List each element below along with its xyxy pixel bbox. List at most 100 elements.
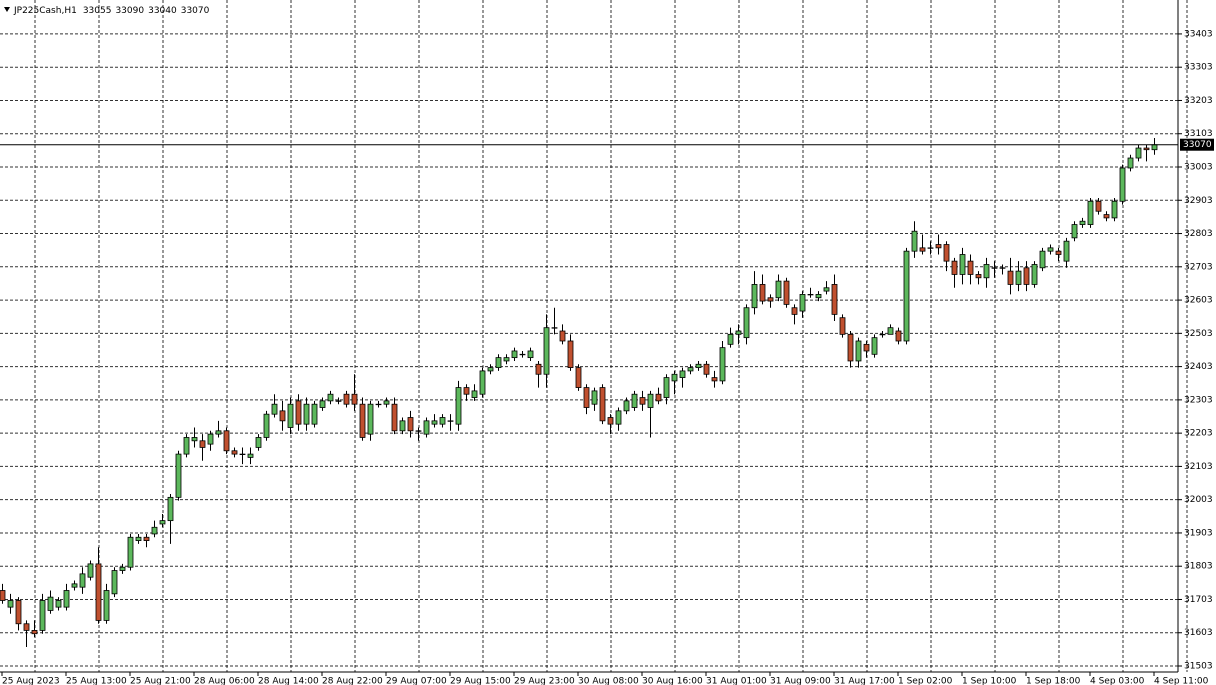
candle-body xyxy=(399,420,406,432)
candle-body xyxy=(255,437,262,448)
candle-body xyxy=(375,403,382,406)
candle-body xyxy=(879,333,886,336)
candle-body xyxy=(247,453,254,458)
candle-body xyxy=(343,393,350,405)
candle-body xyxy=(367,403,374,435)
candle-body xyxy=(335,400,342,402)
x-tick-label: 25 Aug 21:00 xyxy=(130,677,191,685)
y-tick-label: 32503 xyxy=(1184,329,1213,339)
candle-body xyxy=(919,247,926,252)
candle-body xyxy=(143,536,150,541)
candle-body xyxy=(1071,224,1078,239)
candle-body xyxy=(1055,250,1062,255)
candle-body xyxy=(7,600,14,608)
candle-body xyxy=(503,357,510,362)
y-tick-label: 31603 xyxy=(1184,628,1213,638)
x-tick-label: 4 Sep 11:00 xyxy=(1154,677,1209,685)
candle-body xyxy=(671,373,678,382)
candle-body xyxy=(383,400,390,405)
candle-body xyxy=(423,420,430,435)
candle-body xyxy=(639,397,646,405)
x-tick-label: 25 Aug 13:00 xyxy=(66,677,127,685)
candle-body xyxy=(559,330,566,342)
x-tick-label: 29 Aug 07:00 xyxy=(386,677,447,685)
high-value: 33090 xyxy=(115,6,144,16)
candle-body xyxy=(1039,250,1046,269)
y-tick-label: 33003 xyxy=(1184,163,1213,173)
y-tick-label: 33403 xyxy=(1184,29,1213,39)
candle-body xyxy=(191,437,198,442)
x-tick-label: 31 Aug 09:00 xyxy=(770,677,831,685)
candle-body xyxy=(783,280,790,305)
candle-body xyxy=(927,247,934,249)
candle-body xyxy=(887,327,894,335)
price-label: 33070 xyxy=(1183,140,1212,150)
x-tick-label: 30 Aug 08:00 xyxy=(578,677,639,685)
y-tick-label: 32603 xyxy=(1184,296,1213,306)
menu-icon[interactable] xyxy=(4,7,10,12)
y-tick-label: 33303 xyxy=(1184,63,1213,73)
candle-body xyxy=(183,437,190,455)
candle-body xyxy=(767,297,774,302)
x-tick-label: 28 Aug 22:00 xyxy=(322,677,383,685)
y-tick-label: 31803 xyxy=(1184,562,1213,572)
candle-body xyxy=(695,363,702,369)
candle-body xyxy=(663,377,670,398)
candle-body xyxy=(655,393,662,402)
x-tick-label: 1 Sep 02:00 xyxy=(898,677,953,685)
candle-body xyxy=(1015,270,1022,285)
x-tick-label: 4 Sep 03:00 xyxy=(1090,677,1145,685)
candle-body xyxy=(271,403,278,415)
x-tick-label: 31 Aug 01:00 xyxy=(706,677,767,685)
candle-body xyxy=(1007,270,1014,285)
candle-body xyxy=(1143,147,1150,151)
candle-body xyxy=(1095,200,1102,212)
candle-body xyxy=(1151,144,1158,151)
y-tick-label: 32903 xyxy=(1184,196,1213,206)
candle-body xyxy=(975,274,982,279)
candle-body xyxy=(799,294,806,312)
candle-body xyxy=(1103,214,1110,219)
candle-body xyxy=(431,420,438,425)
candle-body xyxy=(31,630,38,635)
candle-body xyxy=(63,590,70,608)
candle-body xyxy=(999,267,1006,269)
header: JP225Cash,H1 33055 33090 33040 33070 xyxy=(13,6,210,16)
candle-body xyxy=(511,350,518,359)
candle-body xyxy=(263,413,270,438)
candle-body xyxy=(687,367,694,372)
candle-body xyxy=(207,433,214,445)
candle-body xyxy=(719,347,726,382)
candle-body xyxy=(967,260,974,275)
candle-body xyxy=(287,403,294,428)
candle-body xyxy=(759,284,766,302)
candle-body xyxy=(175,453,182,498)
candle-body xyxy=(855,340,862,362)
candle-body xyxy=(831,284,838,315)
x-tick-label: 29 Aug 23:00 xyxy=(514,677,575,685)
y-tick-label: 32403 xyxy=(1184,362,1213,372)
candle-body xyxy=(743,307,750,339)
y-tick-label: 33103 xyxy=(1184,129,1213,139)
candle-body xyxy=(1079,220,1086,225)
candle-body xyxy=(727,333,734,345)
candle-body xyxy=(295,400,302,425)
candle-body xyxy=(791,307,798,315)
candle-body xyxy=(807,294,814,296)
candle-body xyxy=(327,393,334,402)
y-tick-label: 32203 xyxy=(1184,429,1213,439)
candle-body xyxy=(111,570,118,595)
candle-body xyxy=(1023,267,1030,285)
candle-body xyxy=(607,417,614,425)
candle-body xyxy=(151,526,158,535)
candle-body xyxy=(775,280,782,299)
candle-body xyxy=(711,377,718,382)
x-tick-label: 28 Aug 14:00 xyxy=(258,677,319,685)
x-tick-label: 29 Aug 15:00 xyxy=(450,677,511,685)
candle-body xyxy=(591,390,598,405)
open-value: 33055 xyxy=(83,6,112,16)
candle-body xyxy=(495,357,502,369)
candle-body xyxy=(535,363,542,375)
candle-body xyxy=(39,600,46,631)
